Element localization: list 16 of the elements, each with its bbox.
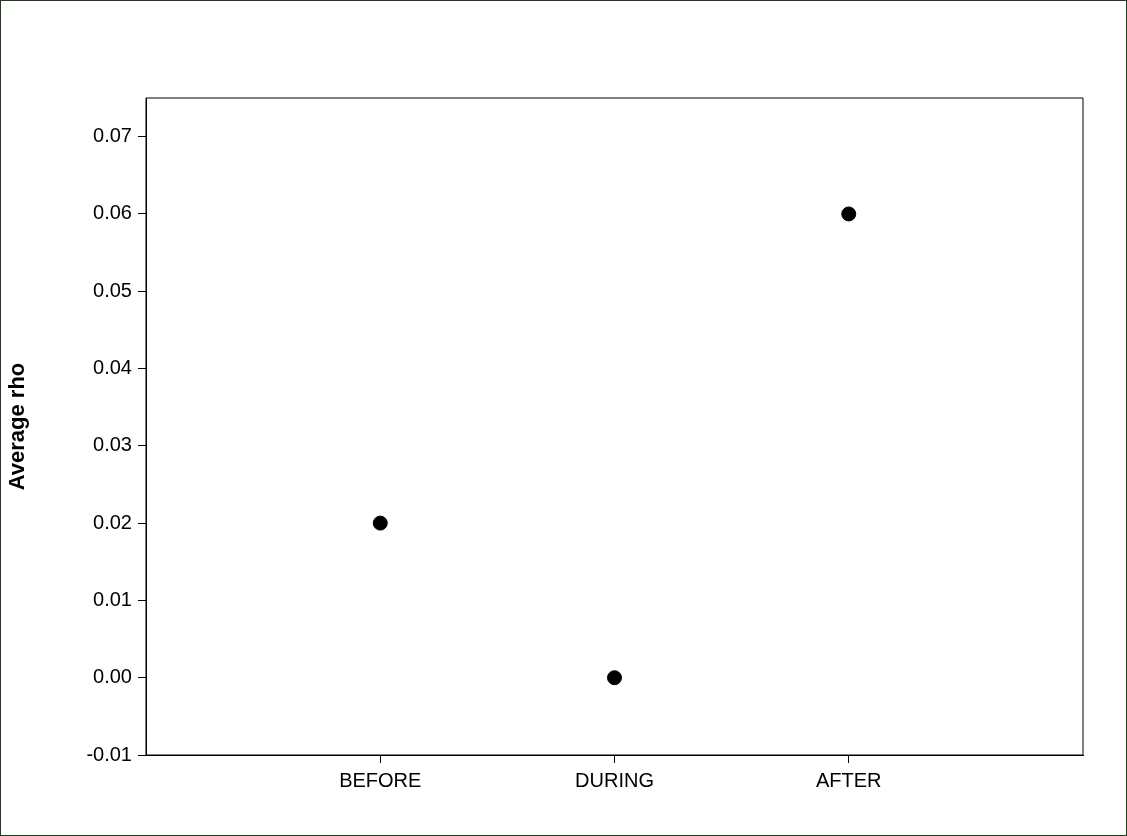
y-tick-label: 0.04 — [93, 356, 132, 379]
y-tick-label: 0.03 — [93, 433, 132, 456]
y-tick-label: 0.07 — [93, 124, 132, 147]
y-axis-title: Average rho — [4, 362, 30, 491]
y-tick-label: 0.06 — [93, 201, 132, 224]
point — [372, 515, 388, 531]
x-tick-label: AFTER — [815, 768, 882, 791]
y-tick-label: 0.05 — [93, 278, 132, 301]
point — [841, 206, 857, 222]
x-tick-label: BEFORE — [339, 768, 422, 791]
y-tick-label: 0.02 — [93, 510, 132, 533]
y-tick-label: 0.00 — [93, 665, 132, 688]
y-tick-label: -0.01 — [86, 742, 132, 765]
point — [607, 670, 622, 686]
y-tick-label: 0.01 — [93, 587, 132, 610]
x-tick-label: DURING — [575, 768, 654, 791]
